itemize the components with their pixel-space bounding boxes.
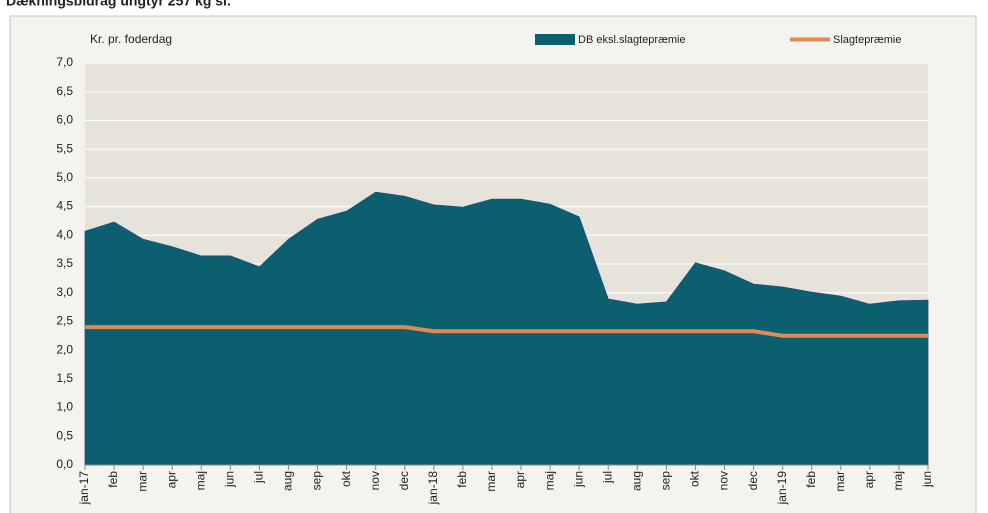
- y-tick-label: 1,5: [56, 371, 73, 385]
- area: [84, 191, 929, 466]
- y-tick-label: 3,5: [56, 256, 73, 270]
- x-tick-label: maj: [542, 471, 556, 490]
- x-tick-label: feb: [106, 471, 120, 488]
- y-tick-label: 2,0: [56, 342, 73, 356]
- y-axis-label: Kr. pr. foderdag: [90, 32, 172, 46]
- y-tick-label: 3,0: [56, 285, 73, 299]
- x-tick-label: mar: [484, 471, 498, 492]
- y-tick-label: 6,5: [56, 84, 73, 98]
- legend-swatch: [535, 34, 575, 45]
- legend-label: DB eksl.slagtepræmie: [578, 34, 686, 46]
- x-tick-label: jun: [223, 471, 237, 488]
- x-tick-label: jan-17: [77, 471, 91, 506]
- x-tick-label: aug: [281, 471, 295, 491]
- y-tick-label: 6,0: [56, 113, 73, 127]
- x-tick-label: dec: [397, 471, 411, 490]
- x-tick-label: apr: [862, 471, 876, 488]
- x-tick-label: maj: [891, 471, 905, 490]
- y-tick-label: 4,5: [56, 199, 73, 213]
- x-tick-label: apr: [164, 471, 178, 488]
- x-tick-label: aug: [629, 471, 643, 491]
- x-tick-label: feb: [455, 471, 469, 488]
- y-tick-label: 5,0: [56, 170, 73, 184]
- y-tick-label: 7,0: [56, 55, 73, 69]
- x-tick-label: jul: [252, 471, 266, 484]
- x-tick-label: jul: [600, 471, 614, 484]
- x-tick-label: mar: [135, 471, 149, 492]
- x-tick-label: feb: [804, 471, 818, 488]
- x-tick-label: okt: [339, 470, 353, 487]
- chart-title: Dækningsbidrag ungtyr 257 kg sl.: [6, 0, 231, 9]
- y-tick-label: 0,0: [56, 457, 73, 471]
- x-tick-label: apr: [513, 471, 527, 488]
- line: [85, 325, 928, 338]
- y-tick-label: 2,5: [56, 314, 73, 328]
- x-tick-label: sep: [310, 471, 324, 491]
- x-tick-label: jun: [920, 471, 934, 488]
- y-tick-label: 5,5: [56, 141, 73, 155]
- x-tick-label: maj: [193, 471, 207, 490]
- y-tick-label: 4,0: [56, 227, 73, 241]
- x-tick-label: nov: [368, 471, 382, 490]
- x-tick-label: jan-19: [775, 471, 789, 506]
- x-tick-label: dec: [746, 471, 760, 490]
- x-tick-label: sep: [659, 471, 673, 491]
- x-tick-label: jan-18: [426, 471, 440, 506]
- x-tick-label: mar: [833, 471, 847, 492]
- x-tick-label: okt: [688, 470, 702, 487]
- legend-label: Slagtepræmie: [833, 34, 901, 46]
- x-tick-label: nov: [717, 471, 731, 490]
- x-tick-label: jun: [571, 471, 585, 488]
- y-tick-label: 0,5: [56, 428, 73, 442]
- y-tick-label: 1,0: [56, 400, 73, 414]
